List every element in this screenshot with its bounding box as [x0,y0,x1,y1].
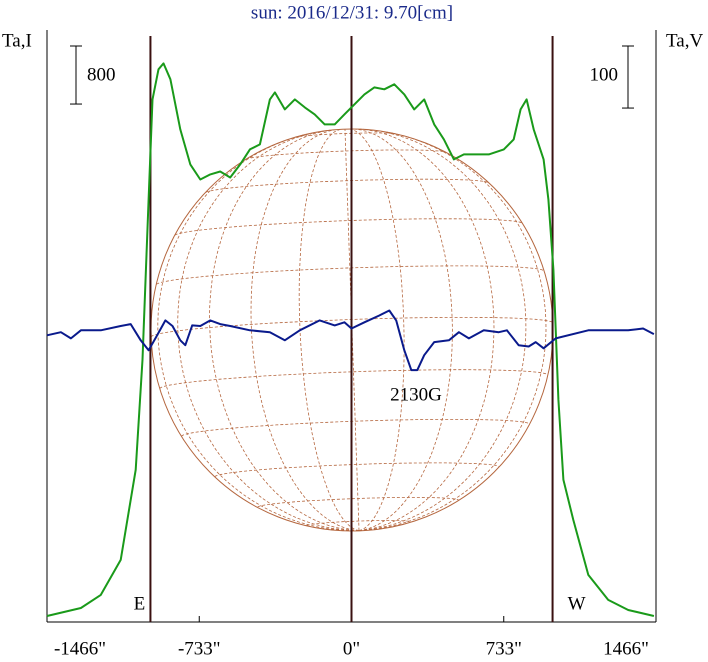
grid-line-solar [177,130,360,531]
grid-line-solar [157,134,360,531]
marker-label: E [134,593,146,614]
grid-line-solar [159,369,549,389]
scale-bar-label: 100 [590,64,619,85]
grid-line-solar [358,128,495,531]
annotation: 2130G [390,384,442,405]
scale-bar-label: 800 [87,64,116,85]
grid-line-solar [245,149,446,160]
grid-line-solar [209,129,360,531]
chart-title: sun: 2016/12/31: 9.70[cm] [251,2,453,23]
y2-axis-label: Ta,V [666,30,703,51]
y-axis-label: Ta,I [2,30,32,51]
marker-label: W [568,593,586,614]
grid-line-solar [358,128,527,531]
scale-bar [70,45,82,105]
x-tick-label: -1466" [54,638,106,659]
solar-disk-grid [150,128,554,532]
series-line [46,62,655,617]
scale-bar [622,45,634,109]
x-tick-label: -733" [178,638,221,659]
series-line [46,309,655,372]
grid-line-solar [298,129,360,531]
x-tick-label: 1466" [603,638,649,659]
grid-line-solar [358,131,547,531]
grid-line-solar [250,129,360,531]
x-tick-label: 0" [343,638,360,659]
grid-line-solar [350,128,405,531]
x-tick-label: 733" [486,638,522,659]
grid-line-solar [174,218,523,236]
